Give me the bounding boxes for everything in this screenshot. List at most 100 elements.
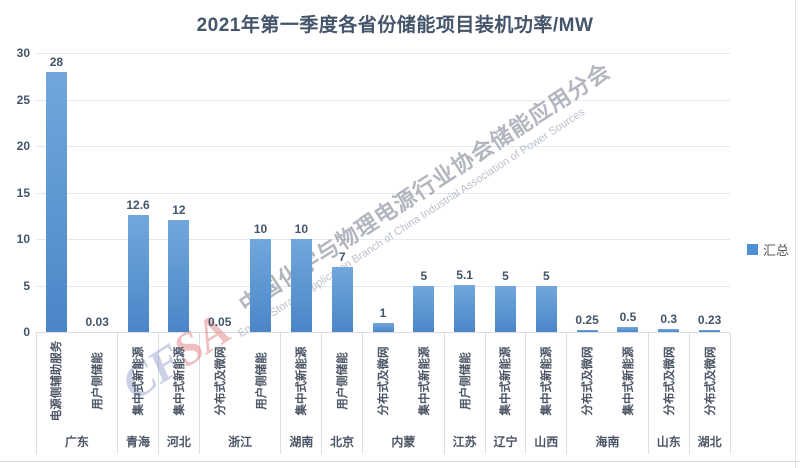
category-divider xyxy=(35,333,37,454)
x-axis-subcategory-text: 分布式及微网 xyxy=(663,346,676,416)
x-axis-subcategory-text: 用户侧储能 xyxy=(255,352,268,410)
category-divider xyxy=(525,333,527,454)
x-axis-subcategory-text: 分布式及微网 xyxy=(704,346,717,416)
x-axis-province-label: 山东 xyxy=(656,434,681,449)
y-axis-label: 30 xyxy=(16,46,30,60)
x-axis-subcategory-text: 用户侧储能 xyxy=(459,352,472,410)
x-axis-province-label: 广东 xyxy=(64,434,89,449)
bar-value-label: 0.5 xyxy=(619,310,637,325)
bar-value-label: 28 xyxy=(49,54,64,69)
category-divider xyxy=(647,333,649,454)
bar[interactable] xyxy=(127,214,149,332)
bar-value-label: 0.23 xyxy=(697,312,722,327)
bar-value-label: 0.25 xyxy=(575,312,599,327)
x-axis-subcategory-label: 集中式新能源 xyxy=(608,336,649,426)
category-divider xyxy=(280,333,282,454)
x-axis-subcategory-label: 分布式及微网 xyxy=(567,336,608,426)
legend-swatch-icon xyxy=(747,244,758,255)
x-axis-province-label: 湖北 xyxy=(697,434,722,449)
legend-item[interactable]: 汇总 xyxy=(747,240,789,259)
bar[interactable] xyxy=(494,285,516,332)
x-axis-province-label: 江苏 xyxy=(452,434,477,449)
category-divider xyxy=(321,333,323,454)
bar-value-label: 10 xyxy=(253,222,268,236)
x-axis-province-label: 湖南 xyxy=(289,434,314,449)
x-axis-subcategory-label: 集中式新能源 xyxy=(526,336,567,426)
x-axis-subcategory-text: 分布式及微网 xyxy=(582,346,595,416)
y-axis-label: 5 xyxy=(23,278,30,293)
category-divider xyxy=(443,333,445,454)
x-axis-subcategory-label: 用户侧储能 xyxy=(240,336,281,426)
category-divider xyxy=(566,333,568,454)
x-axis-subcategory-label: 集中式新能源 xyxy=(485,336,526,426)
x-axis-province-label: 浙江 xyxy=(228,434,253,449)
x-axis-province-label: 海南 xyxy=(595,434,620,449)
gridline xyxy=(36,146,730,147)
bar-value-label: 1 xyxy=(379,305,387,320)
x-axis-subcategory-label: 用户侧储能 xyxy=(444,336,485,426)
y-axis-label: 10 xyxy=(16,232,30,246)
x-axis-province-label: 辽宁 xyxy=(493,434,518,449)
x-axis-subcategory-text: 用户侧储能 xyxy=(92,352,105,410)
x-axis-subcategory-label: 用户侧储能 xyxy=(77,336,118,426)
bar-value-label: 0.3 xyxy=(660,312,678,327)
x-axis-subcategory-label: 分布式及微网 xyxy=(199,336,240,426)
bar-value-label: 7 xyxy=(338,249,346,264)
gridline xyxy=(36,53,730,54)
y-axis-label: 15 xyxy=(16,185,30,200)
x-axis-province-label: 河北 xyxy=(166,434,191,449)
bar-value-label: 10 xyxy=(294,222,309,236)
bar[interactable] xyxy=(576,329,598,332)
bar-value-label: 5.1 xyxy=(456,267,473,282)
y-axis-label: 25 xyxy=(16,92,30,107)
category-divider xyxy=(198,333,200,454)
y-axis-label: 0 xyxy=(23,325,30,339)
x-axis-subcategory-label: 集中式新能源 xyxy=(118,336,159,426)
x-axis-province-label: 北京 xyxy=(330,434,355,449)
bar[interactable] xyxy=(413,285,435,332)
gridline xyxy=(36,285,730,287)
bar-value-label: 0.03 xyxy=(85,314,109,329)
category-divider xyxy=(117,333,119,454)
x-axis-subcategory-text: 集中式新能源 xyxy=(500,346,513,416)
legend-label: 汇总 xyxy=(763,243,790,258)
x-axis-subcategory-label: 集中式新能源 xyxy=(158,336,199,426)
bar[interactable] xyxy=(454,284,476,332)
bar-value-label: 5 xyxy=(502,268,509,283)
category-divider xyxy=(688,333,690,454)
gridline xyxy=(36,192,730,194)
sheet-gridline-right xyxy=(795,0,796,468)
x-axis-subcategory-label: 集中式新能源 xyxy=(403,336,444,426)
gridline xyxy=(36,332,730,333)
bar-value-label: 5 xyxy=(542,268,550,283)
x-axis-subcategory-label: 分布式及微网 xyxy=(648,336,689,426)
x-axis-subcategory-text: 分布式及微网 xyxy=(377,346,390,416)
x-axis-subcategory-label: 分布式及微网 xyxy=(363,336,404,426)
x-axis-subcategory-text: 集中式新能源 xyxy=(173,346,186,416)
bar[interactable] xyxy=(658,329,680,332)
bar[interactable] xyxy=(617,327,639,332)
y-axis-label: 20 xyxy=(16,139,30,153)
bar[interactable] xyxy=(535,285,557,332)
bar[interactable] xyxy=(168,220,190,332)
x-axis-subcategory-text: 集中式新能源 xyxy=(133,346,146,416)
bar[interactable] xyxy=(699,329,721,332)
bar[interactable] xyxy=(372,322,394,332)
x-axis-subcategory-text: 集中式新能源 xyxy=(418,346,431,416)
category-divider xyxy=(484,333,486,454)
x-axis-subcategory-text: 集中式新能源 xyxy=(296,346,309,416)
bar-value-label: 12 xyxy=(172,203,186,218)
x-axis-subcategory-text: 用户侧储能 xyxy=(337,352,350,410)
gridline xyxy=(36,239,730,240)
x-axis-subcategory-label: 用户侧储能 xyxy=(322,336,363,426)
x-axis-subcategory-label: 集中式新能源 xyxy=(281,336,322,426)
bar[interactable] xyxy=(290,239,312,332)
x-axis-subcategory-text: 分布式及微网 xyxy=(214,346,227,416)
bar[interactable] xyxy=(250,239,272,332)
x-axis-subcategory-label: 分布式及微网 xyxy=(689,336,730,426)
bar[interactable] xyxy=(331,266,353,332)
bar[interactable] xyxy=(45,71,67,332)
bar-value-label: 5 xyxy=(420,268,428,283)
category-divider xyxy=(157,333,159,454)
